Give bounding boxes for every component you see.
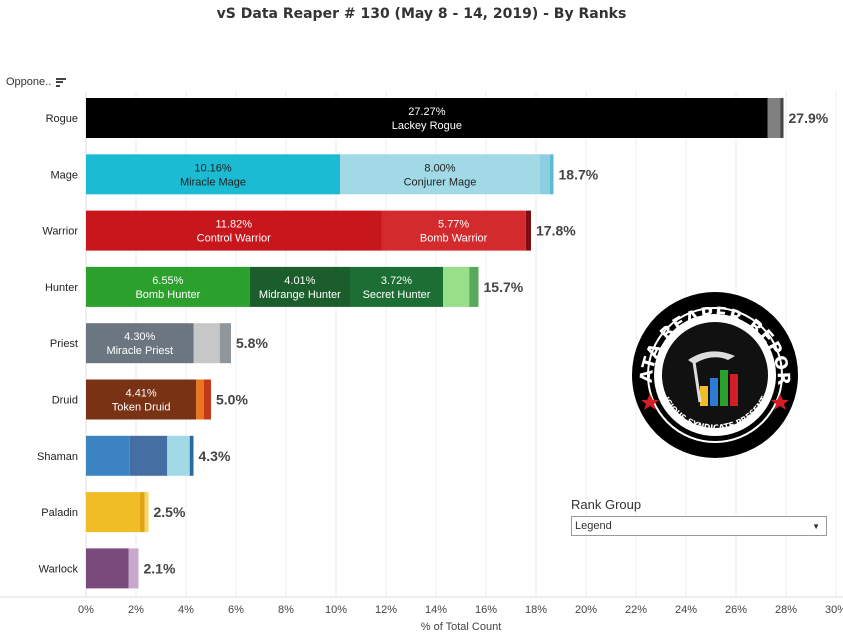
sort-icon[interactable] <box>56 77 67 87</box>
x-tick-label: 24% <box>675 604 697 616</box>
x-tick-label: 20% <box>575 604 597 616</box>
bar-total-label: 5.8% <box>236 335 268 351</box>
segment-value-label: 4.30% <box>124 331 155 343</box>
bar-segment <box>443 266 470 307</box>
x-tick-label: 10% <box>325 604 347 616</box>
segment-name-label: Bomb Hunter <box>135 289 200 301</box>
segment-name-label: Bomb Warrior <box>420 233 488 245</box>
bar-segment <box>203 379 211 420</box>
bar-segment <box>86 266 250 307</box>
x-tick-label: 28% <box>775 604 797 616</box>
bar-segment <box>550 154 554 195</box>
bar-segment <box>193 323 220 364</box>
opponent-column-header[interactable]: Oppone.. <box>6 76 67 88</box>
bar-segment <box>167 435 190 476</box>
bar-total-label: 17.8% <box>536 223 576 239</box>
bar-segment <box>219 323 231 364</box>
x-tick-label: 12% <box>375 604 397 616</box>
bar-segment <box>86 323 194 364</box>
bar-segment <box>249 266 350 307</box>
bar-segment <box>128 548 139 589</box>
x-tick-label: 2% <box>128 604 144 616</box>
x-tick-label: 8% <box>278 604 294 616</box>
rank-group-dropdown[interactable]: Legend ▼ <box>571 516 827 536</box>
segment-value-label: 4.01% <box>284 275 315 287</box>
segment-name-label: Lackey Rogue <box>392 120 462 132</box>
category-label: Hunter <box>45 282 78 294</box>
rank-group-title: Rank Group <box>571 497 642 512</box>
category-label: Mage <box>50 169 78 181</box>
bar-segment <box>469 266 479 307</box>
segment-value-label: 10.16% <box>194 162 232 174</box>
bar-total-label: 18.7% <box>559 166 599 182</box>
bar-segment <box>196 379 204 420</box>
bar-segment <box>340 154 540 195</box>
bar-total-label: 2.1% <box>144 560 176 576</box>
bar-total-label: 15.7% <box>484 279 524 295</box>
x-tick-label: 22% <box>625 604 647 616</box>
x-tick-label: 6% <box>228 604 244 616</box>
rank-group-filter: Rank Group Legend ▼ <box>571 497 827 536</box>
segment-value-label: 4.41% <box>126 388 157 400</box>
x-tick-label: 0% <box>78 604 94 616</box>
bar-segment <box>525 210 531 251</box>
segment-value-label: 3.72% <box>381 275 412 287</box>
bar-total-label: 27.9% <box>789 110 829 126</box>
segment-name-label: Conjurer Mage <box>404 176 477 188</box>
bar-segment <box>540 154 550 195</box>
bar-segment <box>86 98 768 138</box>
x-tick-label: 26% <box>725 604 747 616</box>
category-label: Rogue <box>46 113 78 125</box>
segment-name-label: Miracle Mage <box>180 176 246 188</box>
bar-segment <box>767 98 781 138</box>
x-axis-label: % of Total Count <box>421 621 502 633</box>
segment-value-label: 6.55% <box>152 275 183 287</box>
segment-name-label: Control Warrior <box>197 233 271 245</box>
bar-segment <box>381 210 526 251</box>
segment-name-label: Token Druid <box>112 402 171 414</box>
bar-total-label: 5.0% <box>216 392 248 408</box>
category-label: Druid <box>52 395 78 407</box>
opponent-header-label: Oppone.. <box>6 76 52 88</box>
category-label: Warlock <box>39 563 79 575</box>
x-tick-label: 18% <box>525 604 547 616</box>
segment-name-label: Secret Hunter <box>363 289 431 301</box>
category-label: Shaman <box>37 451 78 463</box>
dropdown-arrow-icon[interactable]: ▼ <box>812 521 820 531</box>
segment-name-label: Miracle Priest <box>106 345 173 357</box>
category-label: Paladin <box>41 507 78 519</box>
bar-total-label: 4.3% <box>199 448 231 464</box>
segment-value-label: 27.27% <box>408 106 446 118</box>
bar-segment <box>86 154 340 195</box>
bar-segment <box>86 210 382 251</box>
bar-segment <box>144 492 149 533</box>
bar-segment <box>86 548 129 589</box>
segment-name-label: Midrange Hunter <box>259 289 341 301</box>
x-tick-label: 4% <box>178 604 194 616</box>
category-label: Warrior <box>42 226 78 238</box>
bar-segment <box>139 492 145 533</box>
bar-segment <box>86 379 197 420</box>
data-reaper-logo: DATA REAPER REPORT VICIOUS SYNDICATE PRE… <box>630 290 798 458</box>
bar-segment <box>86 435 130 476</box>
rank-group-selected-value: Legend <box>575 520 612 532</box>
bar-segment <box>780 98 784 138</box>
bar-total-label: 2.5% <box>154 504 186 520</box>
segment-value-label: 5.77% <box>438 219 469 231</box>
bar-segment <box>129 435 168 476</box>
x-tick-label: 16% <box>475 604 497 616</box>
category-label: Priest <box>50 338 78 350</box>
x-tick-label: 14% <box>425 604 447 616</box>
segment-value-label: 11.82% <box>216 219 253 231</box>
chart-title: vS Data Reaper # 130 (May 8 - 14, 2019) … <box>216 6 627 22</box>
segment-value-label: 8.00% <box>424 162 455 174</box>
x-tick-label: 30% <box>825 604 843 616</box>
bar-segment <box>86 492 140 533</box>
bar-segment <box>350 266 443 307</box>
bar-segment <box>189 435 194 476</box>
